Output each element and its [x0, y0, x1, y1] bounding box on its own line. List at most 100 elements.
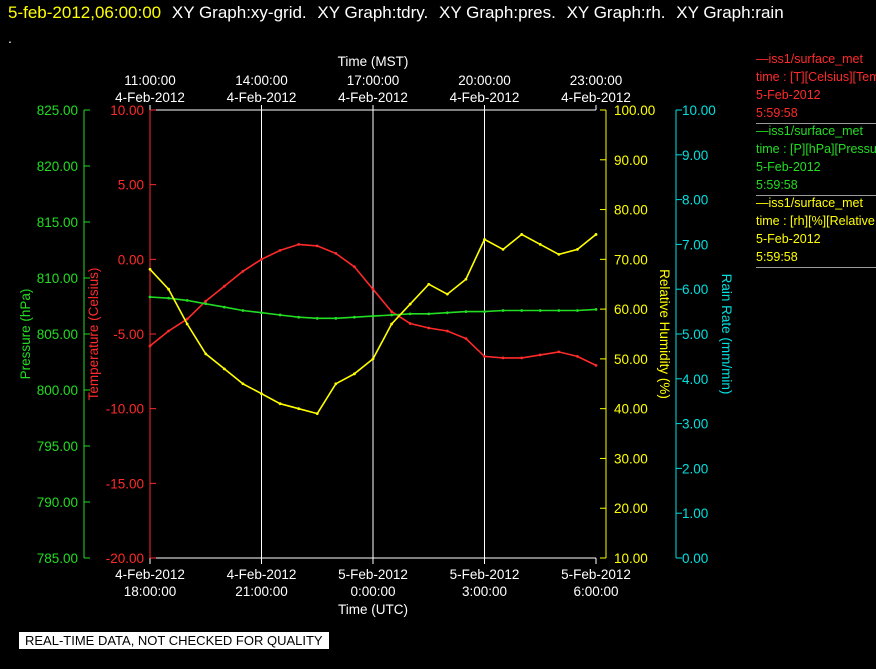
rh-tick-label: 30.00 — [614, 451, 648, 466]
pres-axis-title: Pressure (hPa) — [18, 289, 33, 380]
rh-data-point — [371, 357, 375, 361]
rh-tick-label: 60.00 — [614, 302, 648, 317]
pres-data-point — [278, 313, 282, 317]
tab-rh[interactable]: XY Graph:rh. — [566, 3, 666, 22]
pres-data-point — [445, 311, 449, 315]
rh-tick-label: 70.00 — [614, 252, 648, 267]
pres-data-point — [204, 302, 208, 306]
temp-data-point — [222, 284, 226, 288]
temp-tick-label: 5.00 — [118, 178, 144, 193]
tab-pres[interactable]: XY Graph:pres. — [439, 3, 556, 22]
rh-data-point — [241, 382, 245, 386]
temp-data-point — [278, 248, 282, 252]
pres-data-point — [297, 315, 301, 319]
pres-tick-label: 805.00 — [37, 327, 78, 342]
temp-tick-label: 0.00 — [118, 252, 144, 267]
rh-data-point — [260, 392, 263, 396]
top-tick-date: 4-Feb-2012 — [338, 90, 408, 105]
top-tick-date: 4-Feb-2012 — [227, 90, 297, 105]
top-tick-time: 14:00:00 — [235, 73, 288, 88]
rh-data-point — [557, 252, 561, 256]
temp-data-point — [501, 356, 505, 360]
legend-divider — [756, 267, 876, 268]
pres-data-point — [501, 309, 505, 312]
temp-data-point — [464, 337, 468, 340]
rain-tick-label: 3.00 — [682, 417, 708, 432]
legend-divider — [756, 195, 876, 196]
legend-rh: —iss1/surface_met time : [rh][%][Relativ… — [756, 194, 876, 268]
rh-data-point — [427, 282, 431, 286]
rh-data-point — [222, 367, 226, 371]
rh-data-point — [445, 292, 449, 296]
rh-data-point — [538, 243, 542, 246]
temp-tick-label: 10.00 — [110, 103, 144, 118]
pres-data-point — [222, 305, 226, 309]
legend-line: —iss1/surface_met — [756, 52, 863, 66]
temp-data-point — [371, 287, 375, 291]
legend-time: 5:59:58 — [756, 178, 798, 192]
rh-data-point — [148, 267, 152, 271]
temp-data-point — [167, 329, 170, 333]
pres-data-point — [148, 295, 152, 299]
rh-data-point — [315, 412, 319, 416]
bottom-axis-title: Time (UTC) — [338, 602, 408, 617]
header-date: 5-feb-2012,06:00:00 — [8, 3, 162, 22]
temp-data-point — [427, 326, 431, 330]
tab-xy-grid[interactable]: XY Graph:xy-grid. — [171, 3, 307, 22]
bottom-tick-date: 5-Feb-2012 — [338, 567, 408, 582]
bottom-tick-date: 4-Feb-2012 — [227, 567, 297, 582]
top-tick-date: 4-Feb-2012 — [561, 90, 631, 105]
temp-data-point — [185, 317, 189, 321]
temp-tick-label: -10.00 — [106, 402, 144, 417]
top-tick-date: 4-Feb-2012 — [115, 90, 185, 105]
pres-data-point — [353, 315, 356, 319]
temp-data-point — [576, 355, 579, 358]
top-tick-time: 20:00:00 — [458, 73, 511, 88]
bottom-tick-time: 0:00:00 — [350, 584, 395, 599]
bottom-tick-date: 5-Feb-2012 — [450, 567, 520, 582]
top-tick-time: 11:00:00 — [124, 73, 176, 88]
tab-tdry[interactable]: XY Graph:tdry. — [317, 3, 429, 22]
pres-data-point — [538, 309, 542, 312]
temp-data-point — [353, 265, 356, 269]
rh-data-point — [353, 372, 356, 376]
top-axis-title: Time (MST) — [338, 54, 409, 69]
rh-data-point — [576, 247, 579, 251]
rh-data-point — [334, 382, 338, 386]
rh-data-point — [464, 277, 468, 281]
temp-data-point — [334, 251, 338, 255]
rain-tick-label: 0.00 — [682, 551, 708, 566]
temp-tick-label: -15.00 — [106, 476, 144, 491]
header-dot: . — [8, 30, 12, 46]
legend-temp: —iss1/surface_met time : [T][Celsius][Te… — [756, 50, 876, 124]
pres-tick-label: 800.00 — [37, 383, 78, 398]
temp-axis-title: Temperature (Celsius) — [86, 268, 101, 401]
pres-data-point — [185, 299, 189, 302]
header: 5-feb-2012,06:00:00 XY Graph:xy-grid. XY… — [8, 3, 784, 23]
pres-data-point — [334, 316, 338, 320]
temp-data-point — [260, 257, 263, 261]
pres-data-point — [408, 312, 412, 316]
rh-data-point — [483, 238, 486, 241]
temp-data-point — [520, 356, 524, 360]
temp-data-point — [241, 269, 245, 273]
rain-axis-title: Rain Rate (mm/min) — [719, 274, 734, 395]
pres-data-point — [464, 310, 468, 313]
pres-tick-label: 820.00 — [37, 159, 78, 174]
rh-data-point — [167, 287, 170, 291]
pres-tick-label: 815.00 — [37, 215, 78, 230]
rh-data-point — [501, 247, 505, 251]
pres-data-point — [576, 309, 579, 312]
rh-data-point — [408, 302, 412, 306]
temp-tick-label: -5.00 — [113, 327, 144, 342]
quality-warning: REAL-TIME DATA, NOT CHECKED FOR QUALITY — [19, 632, 329, 649]
bottom-tick-time: 3:00:00 — [462, 584, 507, 599]
pres-tick-label: 790.00 — [37, 495, 78, 510]
legend-line: —iss1/surface_met — [756, 196, 863, 210]
temp-data-point — [538, 353, 542, 357]
tab-rain[interactable]: XY Graph:rain — [676, 3, 784, 22]
pres-data-point — [557, 309, 561, 312]
pres-data-point — [315, 316, 319, 320]
pres-tick-label: 825.00 — [37, 103, 78, 118]
